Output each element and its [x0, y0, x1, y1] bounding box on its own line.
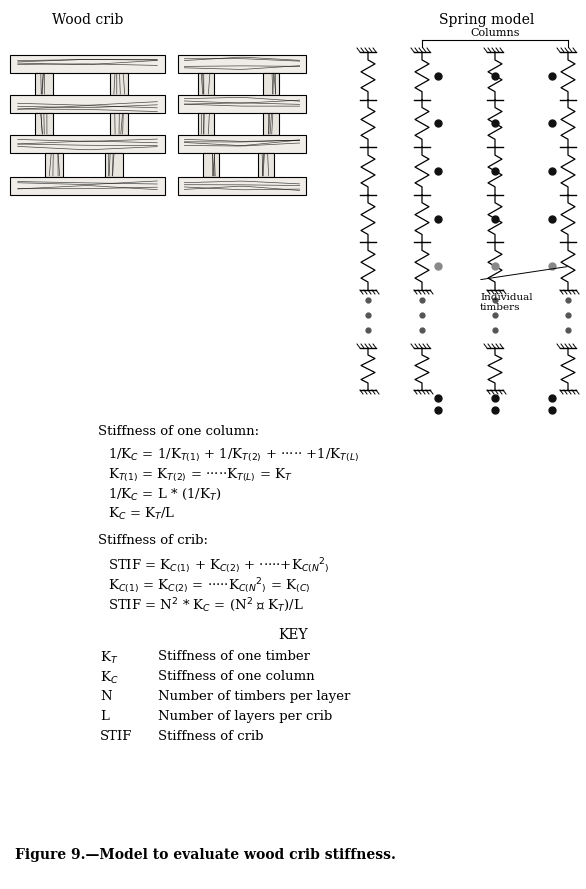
FancyBboxPatch shape	[263, 113, 279, 135]
Text: K$_{T(1)}$ = K$_{T(2)}$ = ·····K$_{T(L)}$ = K$_{T}$: K$_{T(1)}$ = K$_{T(2)}$ = ·····K$_{T(L)}…	[108, 467, 292, 485]
FancyBboxPatch shape	[198, 73, 214, 95]
Text: STIF = N$^{2}$ * K$_{C}$ = (N$^{2}$ ∷ K$_{T}$)/L: STIF = N$^{2}$ * K$_{C}$ = (N$^{2}$ ∷ K$…	[108, 596, 304, 613]
FancyBboxPatch shape	[45, 153, 63, 177]
FancyBboxPatch shape	[105, 153, 123, 177]
FancyBboxPatch shape	[258, 153, 274, 177]
Text: 1/K$_{C}$ = 1/K$_{T(1)}$ + 1/K$_{T(2)}$ + ····· +1/K$_{T(L)}$: 1/K$_{C}$ = 1/K$_{T(1)}$ + 1/K$_{T(2)}$ …	[108, 447, 359, 464]
FancyBboxPatch shape	[35, 73, 53, 95]
FancyBboxPatch shape	[110, 73, 128, 95]
Text: 1/K$_{C}$ = L * (1/K$_{T}$): 1/K$_{C}$ = L * (1/K$_{T}$)	[108, 487, 222, 502]
FancyBboxPatch shape	[178, 55, 306, 73]
Text: Stiffness of one column: Stiffness of one column	[158, 670, 315, 683]
FancyBboxPatch shape	[110, 113, 128, 135]
Text: Number of timbers per layer: Number of timbers per layer	[158, 690, 350, 703]
Text: Stiffness of one column:: Stiffness of one column:	[98, 425, 259, 438]
FancyBboxPatch shape	[10, 55, 165, 73]
FancyBboxPatch shape	[10, 95, 165, 113]
FancyBboxPatch shape	[10, 135, 165, 153]
Text: Wood crib: Wood crib	[52, 13, 124, 27]
Text: STIF = K$_{C(1)}$ + K$_{C(2)}$ + ·····+K$_{C(N}$$^{2}$$_{)}$: STIF = K$_{C(1)}$ + K$_{C(2)}$ + ·····+K…	[108, 556, 330, 576]
Text: Columns: Columns	[470, 28, 520, 38]
Text: K$_{C(1)}$ = K$_{C(2)}$ = ·····K$_{C(N}$$^{2}$$_{)}$ = K$_{(C)}$: K$_{C(1)}$ = K$_{C(2)}$ = ·····K$_{C(N}$…	[108, 576, 311, 596]
FancyBboxPatch shape	[203, 153, 219, 177]
Text: Stiffness of crib:: Stiffness of crib:	[98, 534, 208, 547]
FancyBboxPatch shape	[198, 113, 214, 135]
Text: K$_{C}$ = K$_{T}$/L: K$_{C}$ = K$_{T}$/L	[108, 506, 175, 522]
Text: Stiffness of crib: Stiffness of crib	[158, 730, 264, 743]
FancyBboxPatch shape	[178, 135, 306, 153]
Text: Individual
timbers: Individual timbers	[480, 293, 533, 312]
Text: KEY: KEY	[278, 628, 308, 642]
Text: K$_{T}$: K$_{T}$	[100, 650, 118, 666]
FancyBboxPatch shape	[35, 113, 53, 135]
Text: Stiffness of one timber: Stiffness of one timber	[158, 650, 310, 663]
Text: K$_{C}$: K$_{C}$	[100, 670, 118, 686]
Text: Figure 9.—Model to evaluate wood crib stiffness.: Figure 9.—Model to evaluate wood crib st…	[15, 848, 396, 862]
FancyBboxPatch shape	[178, 95, 306, 113]
FancyBboxPatch shape	[178, 177, 306, 195]
FancyBboxPatch shape	[10, 177, 165, 195]
Text: Spring model: Spring model	[440, 13, 534, 27]
Text: L: L	[100, 710, 109, 723]
Text: STIF: STIF	[100, 730, 132, 743]
Text: N: N	[100, 690, 111, 703]
Text: Number of layers per crib: Number of layers per crib	[158, 710, 332, 723]
FancyBboxPatch shape	[263, 73, 279, 95]
